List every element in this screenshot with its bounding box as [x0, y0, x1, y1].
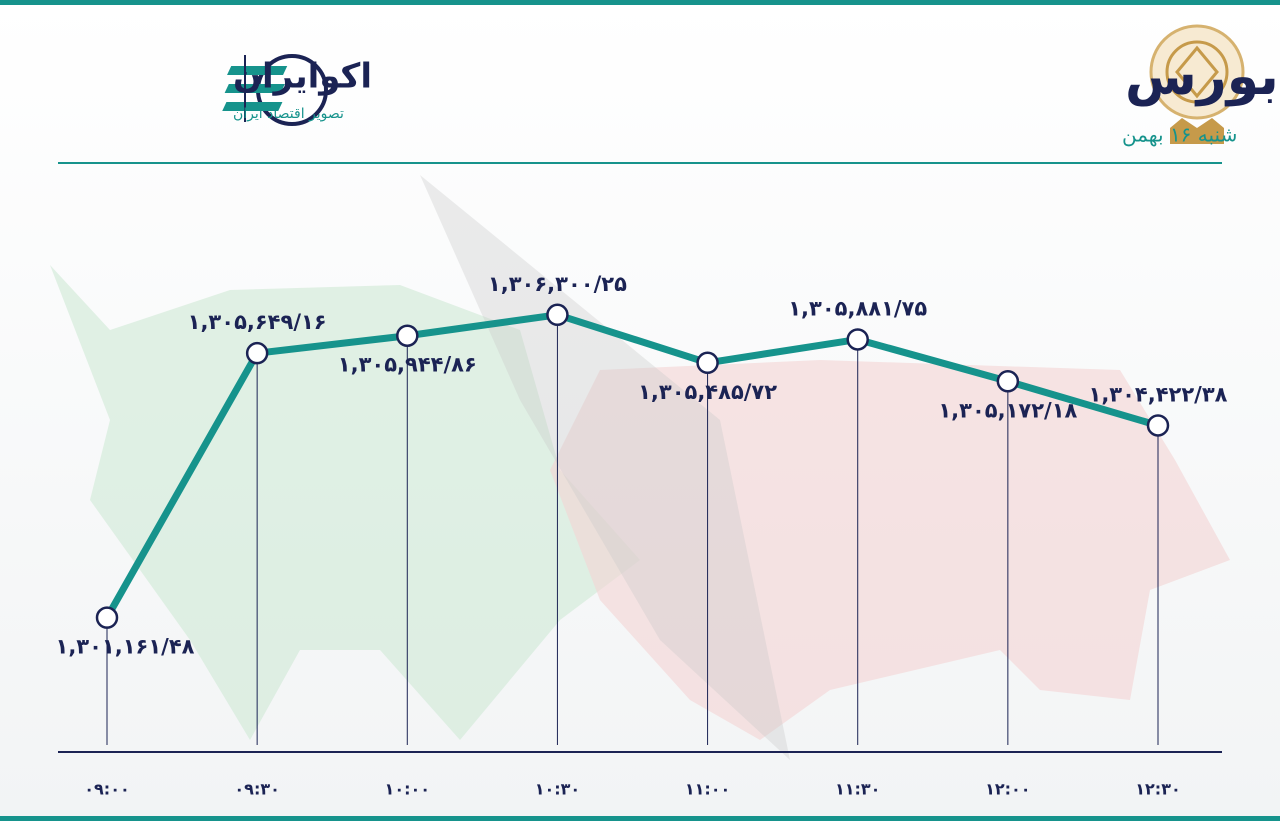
- emblem: [1149, 24, 1245, 144]
- point: [846, 328, 869, 351]
- x-tick-label: ۱۱:۳۰: [835, 780, 880, 799]
- x-tick-label: ۱۲:۳۰: [1135, 780, 1180, 799]
- point: [245, 341, 269, 365]
- brand-logo: [222, 54, 328, 126]
- top-border: [0, 0, 1280, 5]
- value-label: ۱,۳۰۴,۴۲۲/۳۸: [1089, 382, 1228, 406]
- point: [396, 324, 419, 347]
- plot-area: ۱,۳۰۱,۱۶۱/۴۸ ۰۹:۰۰ ۱,۳۰۵,۶۴۹/۱۶ ۰۹:۳۰ ۱,۳۰۵,…: [56, 272, 1228, 799]
- value-label: ۱,۳۰۱,۱۶۱/۴۸: [56, 635, 195, 659]
- point: [95, 606, 119, 629]
- x-tick-label: ۱۰:۰۰: [385, 780, 430, 799]
- brand-name: اکوایران: [233, 57, 372, 97]
- value-label: ۱,۳۰۵,۶۴۹/۱۶: [188, 310, 327, 334]
- x-tick-label: ۱۱:۰۰: [685, 780, 730, 799]
- chart-title: روند شاخص کل بورس: [1125, 47, 1280, 107]
- value-label: ۱,۳۰۵,۱۷۲/۱۸: [938, 398, 1077, 422]
- x-tick-label: ۰۹:۰۰: [84, 780, 129, 799]
- point: [1146, 414, 1170, 437]
- value-label: ۱,۳۰۶,۳۰۰/۲۵: [488, 272, 627, 296]
- value-label: ۱,۳۰۵,۴۸۵/۷۲: [638, 380, 777, 404]
- point: [696, 351, 719, 375]
- series-line: [103, 311, 1162, 622]
- brand-tagline: تصویر اقتصاد ایران: [233, 106, 344, 122]
- point: [996, 370, 1020, 393]
- bull-silhouette: [50, 265, 640, 740]
- bear-silhouette: [550, 360, 1230, 740]
- point: [546, 303, 569, 327]
- bottom-border: [0, 816, 1280, 821]
- value-label: ۱,۳۰۵,۸۸۱/۷۵: [788, 296, 927, 320]
- value-label: ۱,۳۰۵,۹۴۴/۸۶: [338, 353, 477, 377]
- chart-subtitle: شنبه ۱۶ بهمن: [1122, 123, 1237, 147]
- x-tick-label: ۰۹:۳۰: [234, 780, 279, 799]
- x-tick-label: ۱۲:۰۰: [985, 780, 1030, 799]
- x-tick-label: ۱۰:۳۰: [535, 780, 580, 799]
